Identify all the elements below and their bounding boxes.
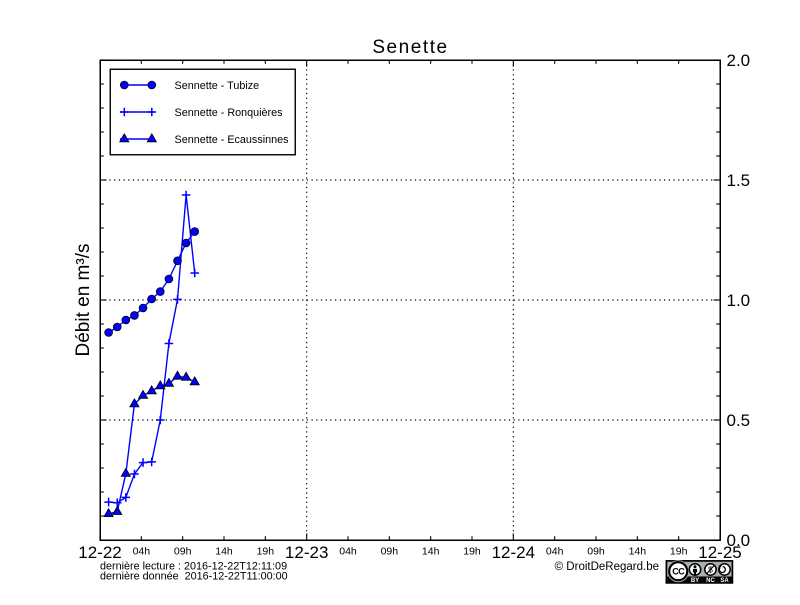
svg-text:14h: 14h — [629, 546, 647, 558]
svg-text:12-22: 12-22 — [78, 543, 121, 562]
svg-text:04h: 04h — [546, 546, 564, 558]
svg-text:12-24: 12-24 — [492, 543, 535, 562]
svg-text:0.0: 0.0 — [727, 531, 751, 550]
svg-text:Débit en m³/s: Débit en m³/s — [73, 244, 94, 357]
svg-text:09h: 09h — [381, 546, 399, 558]
svg-text:0.5: 0.5 — [727, 411, 751, 430]
svg-text:19h: 19h — [670, 546, 688, 558]
svg-text:2.0: 2.0 — [727, 51, 751, 70]
svg-text:19h: 19h — [463, 546, 481, 558]
svg-text:09h: 09h — [174, 546, 192, 558]
svg-text:12-23: 12-23 — [285, 543, 328, 562]
svg-text:Senette: Senette — [372, 37, 448, 58]
svg-text:NC: NC — [706, 578, 715, 584]
svg-text:04h: 04h — [339, 546, 357, 558]
svg-text:Sennette - Tubize: Sennette - Tubize — [175, 80, 260, 92]
svg-text:14h: 14h — [215, 546, 233, 558]
svg-text:14h: 14h — [422, 546, 440, 558]
svg-text:Sennette - Ronquières: Sennette - Ronquières — [175, 107, 284, 119]
svg-text:12-25: 12-25 — [698, 543, 741, 562]
svg-text:1.5: 1.5 — [727, 171, 751, 190]
svg-text:1.0: 1.0 — [727, 291, 751, 310]
svg-text:19h: 19h — [257, 546, 275, 558]
svg-text:SA: SA — [720, 578, 729, 584]
svg-text:Sennette - Ecaussinnes: Sennette - Ecaussinnes — [175, 134, 290, 146]
svg-text:09h: 09h — [587, 546, 605, 558]
svg-text:BY: BY — [691, 578, 699, 584]
svg-text:© DroitDeRegard.be: © DroitDeRegard.be — [555, 561, 659, 573]
svg-text:dernière lecture : 2016-12-22T: dernière lecture : 2016-12-22T12:11:09 — [100, 561, 287, 573]
svg-text:04h: 04h — [133, 546, 151, 558]
svg-text:CC: CC — [672, 566, 685, 576]
svg-text:dernière donnée 2016-12-22T11: dernière donnée 2016-12-22T11:00:00 — [100, 571, 288, 583]
